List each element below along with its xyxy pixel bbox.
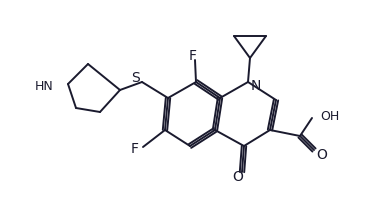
Text: F: F — [189, 49, 197, 63]
Text: O: O — [232, 170, 243, 184]
Text: F: F — [131, 142, 139, 156]
Text: OH: OH — [320, 110, 339, 123]
Text: HN: HN — [35, 80, 54, 92]
Text: S: S — [132, 71, 140, 85]
Text: O: O — [316, 148, 327, 162]
Text: N: N — [251, 79, 261, 93]
